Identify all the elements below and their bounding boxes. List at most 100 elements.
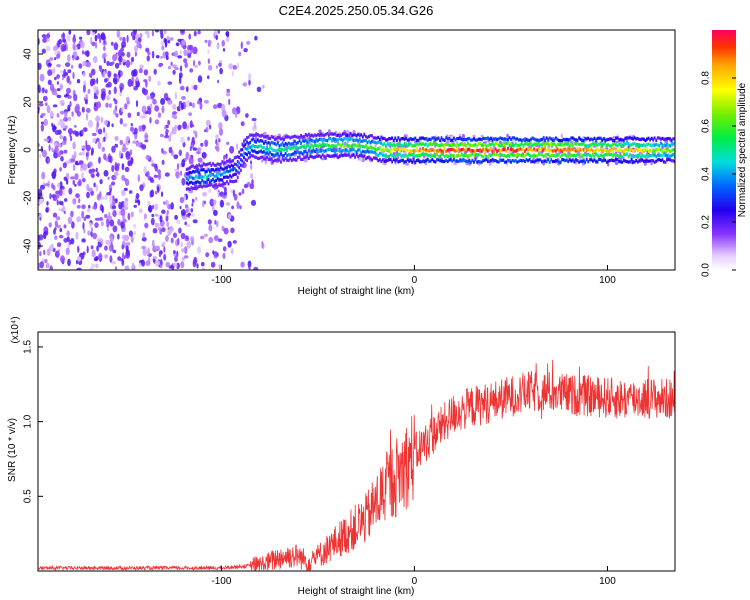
- noise-speck: [191, 239, 194, 246]
- ridge-cell: [199, 181, 202, 185]
- ridge-cell: [528, 153, 531, 158]
- ridge-cell: [415, 158, 418, 162]
- ridge-cell: [650, 153, 653, 157]
- ridge-cell: [627, 160, 630, 164]
- noise-speck: [140, 115, 145, 119]
- noise-speck: [103, 45, 106, 52]
- ridge-cell: [355, 138, 358, 142]
- ridge-cell: [554, 144, 557, 148]
- ridge-cell: [488, 152, 491, 157]
- noise-speck: [123, 200, 129, 208]
- ridge-cell: [434, 160, 437, 164]
- noise-speck: [106, 94, 110, 101]
- ridge-cell: [341, 138, 344, 142]
- ridge-cell: [459, 136, 462, 140]
- ridge-cell: [402, 158, 404, 162]
- noise-speck: [81, 129, 84, 135]
- ridge-cell: [239, 158, 242, 162]
- ridge-cell: [609, 144, 611, 148]
- ridge-cell: [408, 138, 411, 142]
- ridge-cell: [250, 145, 253, 149]
- ridge-cell: [490, 136, 492, 140]
- ridge-cell: [525, 158, 528, 162]
- ridge-cell: [629, 136, 631, 140]
- ridge-cell: [466, 154, 469, 158]
- noise-speck: [216, 220, 219, 228]
- ridge-cell: [437, 155, 440, 159]
- noise-speck: [107, 176, 110, 180]
- ridge-cell: [334, 132, 336, 136]
- noise-speck: [172, 64, 177, 68]
- noise-speck: [92, 137, 96, 144]
- noise-speck: [108, 89, 112, 95]
- noise-speck: [49, 193, 52, 200]
- noise-speck: [90, 151, 93, 156]
- ridge-cell: [233, 179, 236, 183]
- noise-speck: [76, 217, 80, 223]
- ridge-cell: [329, 137, 332, 141]
- noise-speck: [70, 64, 74, 69]
- ridge-cell: [537, 147, 540, 151]
- ridge-cell: [582, 148, 585, 152]
- noise-speck: [262, 84, 265, 89]
- ridge-cell: [236, 164, 239, 168]
- ridge-cell: [536, 154, 539, 158]
- ridge-cell: [431, 148, 434, 152]
- ridge-cell: [249, 151, 251, 155]
- ridge-cell: [625, 147, 628, 152]
- snr-series-line: [38, 359, 675, 571]
- noise-speck: [121, 244, 125, 250]
- ridge-cell: [374, 150, 377, 155]
- ridge-cell: [618, 148, 621, 152]
- noise-speck: [200, 142, 204, 147]
- ridge-cell: [236, 170, 239, 174]
- noise-speck: [92, 32, 96, 36]
- ridge-cell: [508, 144, 511, 148]
- ridge-cell: [672, 152, 675, 157]
- noise-speck: [130, 56, 135, 63]
- noise-speck: [66, 230, 70, 237]
- ridge-cell: [283, 138, 285, 142]
- noise-speck: [172, 69, 176, 75]
- noise-speck: [96, 171, 100, 178]
- ridge-cell: [232, 180, 235, 184]
- noise-speck: [40, 184, 45, 190]
- noise-speck: [151, 163, 156, 167]
- ridge-cell: [361, 139, 364, 143]
- ridge-cell: [224, 166, 227, 170]
- ridge-cell: [520, 142, 523, 146]
- ridge-cell: [205, 175, 208, 179]
- ridge-cell: [417, 143, 420, 147]
- ridge-cell: [446, 160, 449, 164]
- noise-speck: [151, 204, 155, 210]
- ridge-cell: [524, 138, 526, 142]
- noise-speck: [40, 124, 45, 132]
- ridge-cell: [193, 181, 196, 185]
- ridge-cell: [386, 142, 389, 146]
- ridge-cell: [244, 142, 247, 146]
- ridge-cell: [246, 147, 248, 151]
- ridge-cell: [341, 154, 344, 158]
- noise-speck: [204, 39, 208, 43]
- ridge-cell: [300, 157, 302, 161]
- ridge-cell: [304, 146, 307, 150]
- ridge-cell: [652, 159, 655, 163]
- ridge-cell: [331, 132, 333, 136]
- noise-speck: [126, 34, 129, 43]
- noise-speck: [56, 113, 60, 118]
- ridge-cell: [544, 154, 546, 158]
- noise-speck: [143, 69, 149, 76]
- noise-speck: [193, 84, 198, 91]
- noise-speck: [89, 266, 94, 270]
- ridge-cell: [357, 139, 360, 143]
- ridge-cell: [584, 152, 587, 157]
- ridge-cell: [573, 149, 576, 153]
- ridge-cell: [232, 159, 235, 163]
- noise-speck: [93, 95, 99, 100]
- noise-speck: [54, 92, 58, 96]
- noise-speck: [58, 234, 64, 239]
- noise-speck: [171, 126, 177, 135]
- noise-speck: [188, 112, 193, 116]
- ridge-cell: [609, 152, 611, 157]
- ridge-cell: [368, 146, 370, 150]
